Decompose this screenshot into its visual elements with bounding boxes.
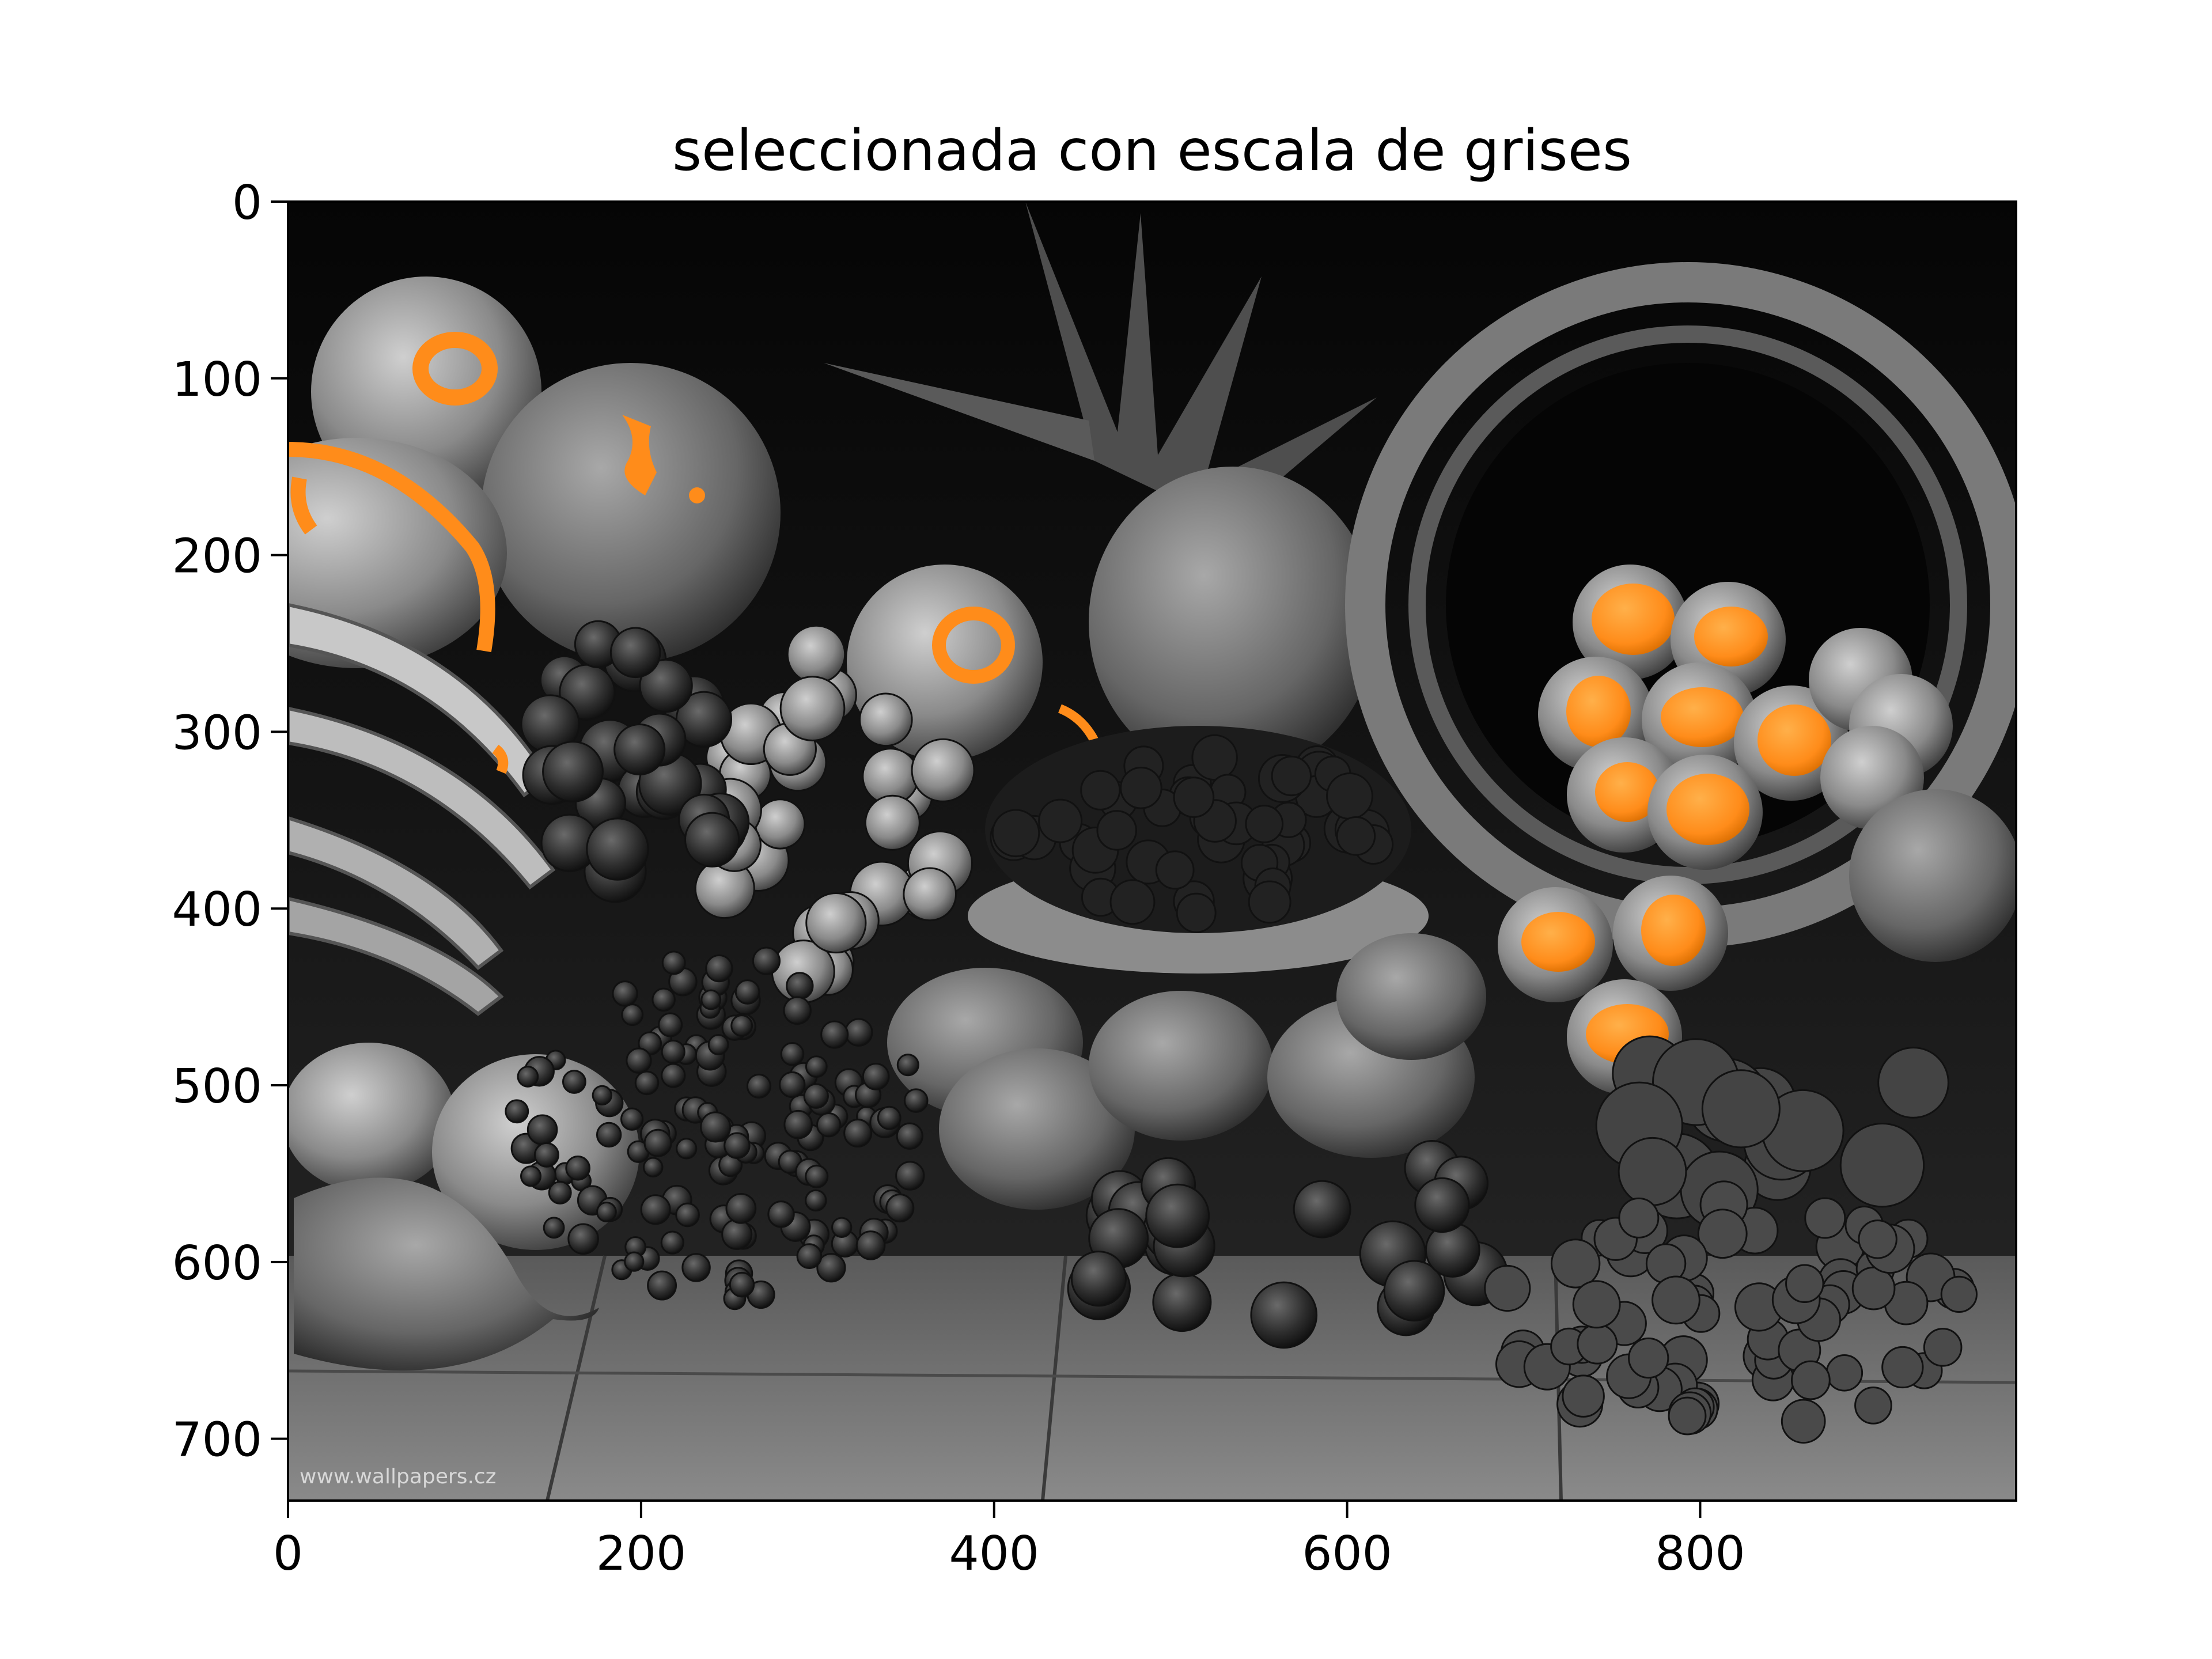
y-tick: 500	[172, 1059, 288, 1114]
axes-frame	[287, 200, 2017, 1502]
y-tick: 100	[172, 353, 288, 407]
kiwis	[887, 933, 1486, 1210]
y-tick: 0	[232, 176, 288, 230]
x-tick-label: 200	[596, 1527, 687, 1581]
x-tick-label: 800	[1655, 1527, 1745, 1581]
apricots	[1498, 565, 1953, 1094]
apple	[1849, 789, 2016, 962]
melon	[481, 363, 781, 662]
x-tick: 200	[596, 1501, 687, 1581]
pumpkin	[288, 438, 507, 668]
x-tick: 0	[273, 1501, 303, 1581]
y-tick: 400	[172, 882, 288, 937]
y-tick-label: 300	[172, 706, 262, 760]
blackberry-bowl	[968, 726, 1429, 974]
x-tick: 800	[1655, 1501, 1745, 1581]
y-tick-label: 0	[232, 176, 262, 230]
x-tick-label: 0	[273, 1527, 303, 1581]
y-tick-label: 500	[172, 1059, 262, 1114]
strawberries	[1595, 1035, 1949, 1229]
x-tick: 600	[1302, 1501, 1392, 1581]
black-grapes	[520, 620, 750, 903]
x-tick: 400	[949, 1501, 1039, 1581]
watermark-text: www.wallpapers.cz	[300, 1465, 497, 1488]
y-tick-label: 200	[172, 529, 262, 584]
y-tick: 700	[172, 1413, 288, 1468]
black-currants	[505, 946, 929, 1310]
y-tick: 600	[172, 1236, 288, 1291]
grayscale-fruit-image: www.wallpapers.cz	[288, 202, 2016, 1501]
y-tick-label: 100	[172, 353, 262, 407]
y-tick: 300	[172, 706, 288, 760]
y-tick-label: 400	[172, 882, 262, 937]
y-axis: 0 100 200 300 400 500 600 700	[172, 176, 288, 1468]
x-tick-label: 600	[1302, 1527, 1392, 1581]
y-tick: 200	[172, 529, 288, 584]
raspberries	[1484, 1180, 1978, 1444]
y-tick-label: 600	[172, 1236, 262, 1291]
x-axis: 0 200 400 600 800	[273, 1501, 1745, 1581]
x-tick-label: 400	[949, 1527, 1039, 1581]
cherries	[1067, 1139, 1509, 1349]
pineapple	[824, 202, 1377, 778]
figure-title: seleccionada con escala de grises	[672, 118, 1632, 184]
y-tick-label: 700	[172, 1413, 262, 1468]
pear-and-apples	[288, 1043, 639, 1371]
